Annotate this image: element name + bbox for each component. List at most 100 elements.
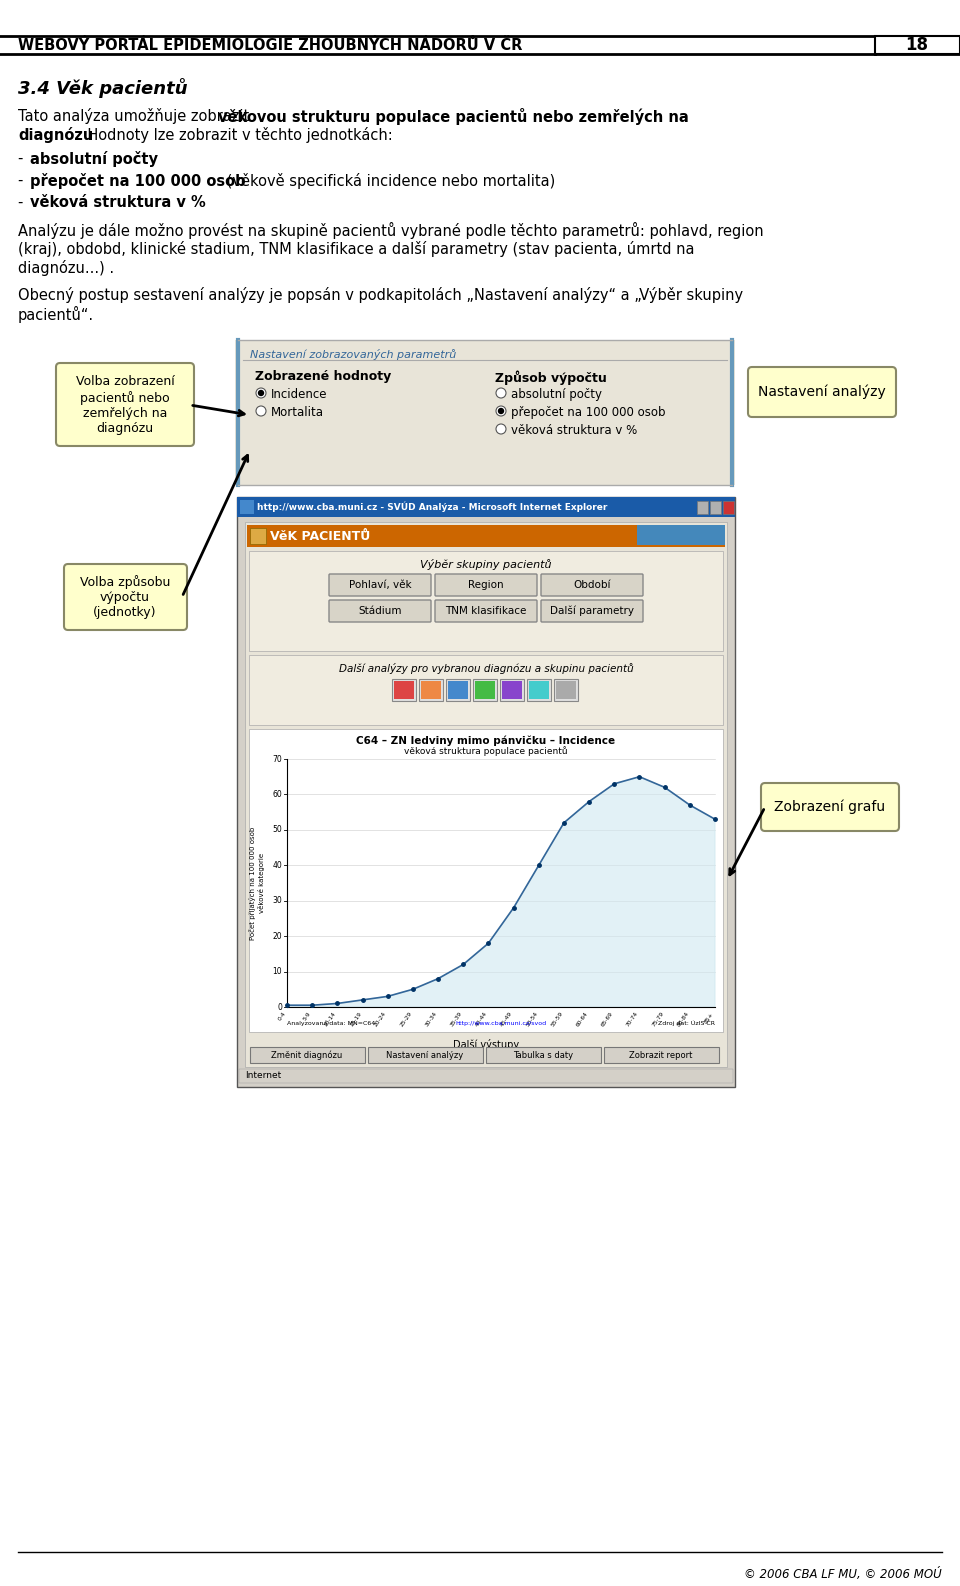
Text: Incidence: Incidence <box>271 389 327 401</box>
Text: Obecný postup sestavení analýzy je popsán v podkapitolách „Nastavení analýzy“ a : Obecný postup sestavení analýzy je popsá… <box>18 287 743 303</box>
FancyBboxPatch shape <box>64 565 187 630</box>
Text: 35-39: 35-39 <box>449 1010 464 1028</box>
Bar <box>604 1047 719 1063</box>
Text: WEBOVÝ PORTÁL EPIDEMIOLOGIE ZHOUBNÝCH NÁDORŮ V ČR: WEBOVÝ PORTÁL EPIDEMIOLOGIE ZHOUBNÝCH NÁ… <box>18 38 522 52</box>
Text: Nastavení analýzy: Nastavení analýzy <box>758 385 886 400</box>
Text: 0: 0 <box>277 1002 282 1012</box>
Bar <box>446 679 470 701</box>
Circle shape <box>496 406 506 416</box>
Bar <box>237 496 735 1086</box>
Bar <box>247 525 725 547</box>
Bar <box>448 680 468 699</box>
Text: 70: 70 <box>273 755 282 763</box>
Text: Nastavení analýzy: Nastavení analýzy <box>386 1050 464 1059</box>
Polygon shape <box>287 777 715 1007</box>
Text: Region: Region <box>468 580 504 590</box>
Text: věková struktura populace pacientů: věková struktura populace pacientů <box>404 745 567 757</box>
Text: 15-19: 15-19 <box>348 1010 363 1028</box>
Text: přepočet na 100 000 osob: přepočet na 100 000 osob <box>511 406 665 419</box>
Text: Výběr skupiny pacientů: Výběr skupiny pacientů <box>420 560 552 571</box>
Bar <box>697 501 708 514</box>
Text: 40-44: 40-44 <box>474 1010 489 1028</box>
Text: 80-84: 80-84 <box>676 1010 690 1028</box>
Text: Další analýzy pro vybranou diagnózu a skupinu pacientů: Další analýzy pro vybranou diagnózu a sk… <box>339 663 634 674</box>
Bar <box>240 500 254 514</box>
Bar <box>500 679 524 701</box>
FancyBboxPatch shape <box>435 574 537 596</box>
Text: pacientů“.: pacientů“. <box>18 306 94 324</box>
Text: 60: 60 <box>273 790 282 799</box>
Text: věkovou strukturu populace pacientů nebo zemřelých na: věkovou strukturu populace pacientů nebo… <box>218 108 688 125</box>
Circle shape <box>256 389 266 398</box>
Bar <box>394 680 414 699</box>
Bar <box>235 339 735 485</box>
Text: 18: 18 <box>905 36 928 54</box>
Text: Zdroj dat: ÚzIS ČR: Zdroj dat: ÚzIS ČR <box>658 1020 715 1026</box>
Text: (věkově specifická incidence nebo mortalita): (věkově specifická incidence nebo mortal… <box>222 173 555 189</box>
Text: 85+: 85+ <box>704 1010 715 1025</box>
Bar <box>723 501 734 514</box>
Bar <box>421 680 441 699</box>
Bar <box>527 679 551 701</box>
Text: Zobrazené hodnoty: Zobrazené hodnoty <box>255 370 392 382</box>
Bar <box>475 680 495 699</box>
Text: věková struktura v %: věková struktura v % <box>30 195 205 209</box>
Text: -: - <box>18 195 28 209</box>
Text: 25-29: 25-29 <box>399 1010 413 1028</box>
Text: diagnózu: diagnózu <box>18 127 93 143</box>
Bar <box>637 525 725 546</box>
Text: Volba zobrazení
pacientů nebo
zemřelých na
diagnózu: Volba zobrazení pacientů nebo zemřelých … <box>76 376 175 435</box>
Bar <box>249 730 723 1032</box>
Text: 50: 50 <box>273 825 282 834</box>
Text: 50-54: 50-54 <box>525 1010 539 1028</box>
Text: Další parametry: Další parametry <box>550 606 634 617</box>
Text: Zobrazení grafu: Zobrazení grafu <box>775 799 885 814</box>
Text: CBA: CBA <box>456 883 506 902</box>
Circle shape <box>496 423 506 435</box>
Text: Období: Období <box>573 580 611 590</box>
Bar <box>473 679 497 701</box>
Text: http://www.cba.muni.cz/svod: http://www.cba.muni.cz/svod <box>455 1020 546 1026</box>
Bar <box>529 680 549 699</box>
Bar <box>875 36 960 54</box>
Text: 75-79: 75-79 <box>651 1010 664 1028</box>
Bar <box>249 655 723 725</box>
Text: Analyzovaná data: MN=C64: Analyzovaná data: MN=C64 <box>287 1020 375 1026</box>
Text: 20-24: 20-24 <box>373 1010 388 1028</box>
Text: Volba způsobu
výpočtu
(jednotky): Volba způsobu výpočtu (jednotky) <box>80 576 170 619</box>
Text: Počet přijatých na 100 000 osob
věkové kategorie: Počet přijatých na 100 000 osob věkové k… <box>250 826 265 939</box>
Bar <box>486 1047 601 1063</box>
Bar <box>502 680 522 699</box>
Text: -: - <box>18 173 28 189</box>
Text: Nastavení zobrazovaných parametrů: Nastavení zobrazovaných parametrů <box>250 349 456 360</box>
Circle shape <box>258 390 263 395</box>
Text: 55-59: 55-59 <box>550 1010 564 1028</box>
Text: -: - <box>18 151 28 167</box>
Text: 45-49: 45-49 <box>499 1010 514 1028</box>
FancyBboxPatch shape <box>329 600 431 622</box>
Bar <box>710 501 721 514</box>
FancyBboxPatch shape <box>56 363 194 446</box>
Text: http://www.cba.muni.cz - SVÚD Analýza - Microsoft Internet Explorer: http://www.cba.muni.cz - SVÚD Analýza - … <box>257 501 608 512</box>
Text: Další výstupy: Další výstupy <box>453 1039 519 1050</box>
Text: Stádium: Stádium <box>358 606 401 615</box>
Text: 3.4 Věk pacientů: 3.4 Věk pacientů <box>18 78 187 98</box>
Text: 40: 40 <box>273 861 282 869</box>
Text: Internet: Internet <box>245 1072 281 1080</box>
Text: 65-69: 65-69 <box>601 1010 614 1028</box>
Text: 10: 10 <box>273 967 282 975</box>
FancyBboxPatch shape <box>748 366 896 417</box>
Text: Tato analýza umožňuje zobrazit: Tato analýza umožňuje zobrazit <box>18 108 253 124</box>
Text: 70-74: 70-74 <box>626 1010 639 1028</box>
Text: diagnózu...) .: diagnózu...) . <box>18 260 114 276</box>
Circle shape <box>498 409 503 414</box>
Text: Mortalita: Mortalita <box>271 406 324 419</box>
Bar <box>556 680 576 699</box>
FancyBboxPatch shape <box>541 600 643 622</box>
FancyBboxPatch shape <box>435 600 537 622</box>
Text: Tabulka s daty: Tabulka s daty <box>513 1050 573 1059</box>
Bar <box>245 522 727 1067</box>
Bar <box>554 679 578 701</box>
FancyBboxPatch shape <box>329 574 431 596</box>
Circle shape <box>256 406 266 416</box>
